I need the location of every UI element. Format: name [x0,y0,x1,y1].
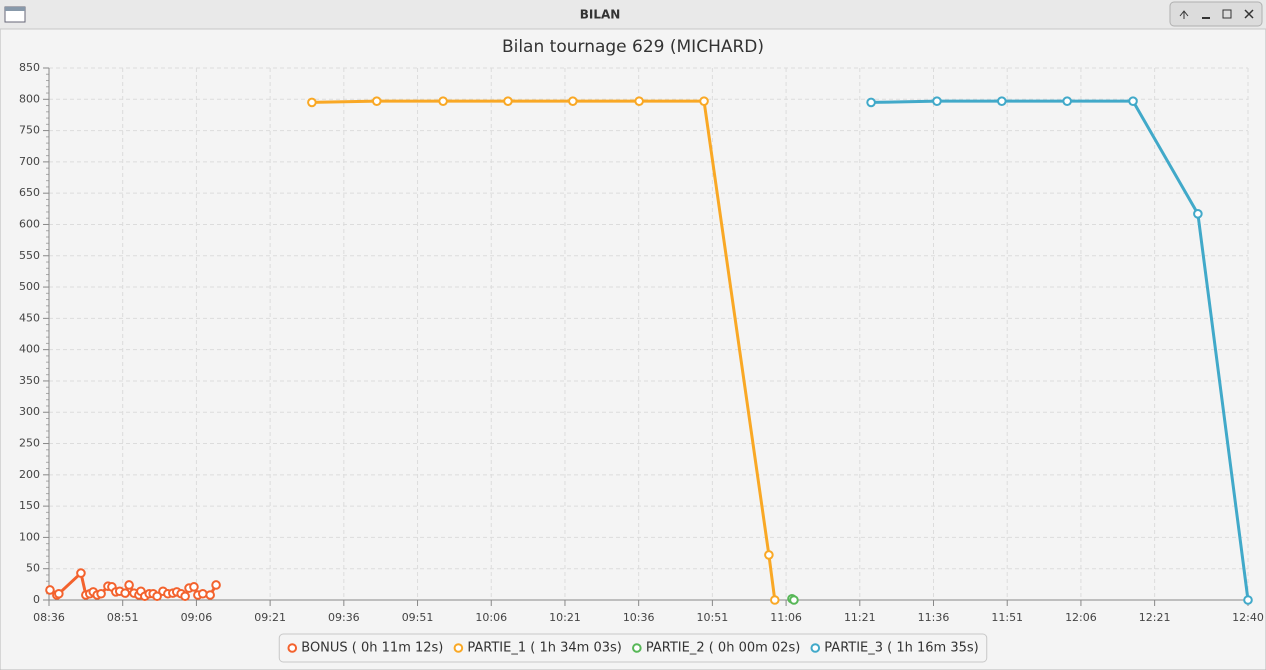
data-point [124,580,134,590]
x-tick-label: 09:51 [402,611,434,624]
legend-label: PARTIE_2 ( 0h 00m 02s) [646,641,800,656]
data-point [45,585,55,595]
y-tick-label: 600 [19,217,40,230]
window-title: BILAN [580,8,621,22]
data-point [789,595,799,605]
y-tick-label: 100 [19,530,40,543]
data-point [997,96,1007,106]
y-tick-label: 300 [19,405,40,418]
y-tick-label: 500 [19,280,40,293]
data-point [1193,209,1203,219]
data-point [205,590,215,600]
data-point [438,96,448,106]
x-tick-label: 09:36 [328,611,360,624]
chart-title: Bilan tournage 629 (MICHARD) [502,37,764,57]
y-tick-label: 850 [19,61,40,74]
legend-items: BONUS ( 0h 11m 12s) PARTIE_1 ( 1h 34m 03s… [287,641,979,656]
y-tick-label: 200 [19,468,40,481]
data-point [769,595,780,605]
x-tick-label: 11:51 [991,611,1023,624]
title-bar [0,0,1266,29]
data-point [211,580,221,590]
data-point [371,96,382,106]
data-point [180,591,190,602]
x-tick-label: 11:36 [918,611,950,624]
data-point [699,96,709,106]
window-icon-bar [5,7,25,11]
data-point [96,588,106,599]
legend-label: BONUS ( 0h 11m 12s) [301,641,443,656]
window-controls [1169,1,1263,27]
data-point [307,97,317,108]
data-point [54,588,64,599]
legend-label: PARTIE_3 ( 1h 16m 35s) [824,641,978,656]
x-tick-label: 10:06 [475,611,507,624]
button-up[interactable] [1179,10,1189,19]
data-point [198,588,208,599]
data-point [1062,96,1072,106]
y-tick-label: 400 [19,343,40,356]
data-point [764,550,774,560]
data-point [932,96,942,106]
x-tick-label: 10:21 [549,611,581,624]
x-tick-label: 09:21 [254,611,286,624]
y-tick-label: 150 [19,499,40,512]
x-tick-label: 09:06 [181,611,213,624]
legend-symbol [810,643,821,653]
x-tick-label: 12:40 [1232,611,1264,624]
legend-symbol [632,643,642,653]
legend-symbol [453,643,464,653]
y-tick-label: 750 [19,124,40,137]
x-tick-label: 10:36 [623,611,655,624]
x-tick-label: 08:51 [107,611,139,624]
y-tick-label: 450 [19,311,40,324]
button-maximize[interactable] [1222,9,1232,19]
data-point [568,96,578,106]
x-tick-label: 12:06 [1065,611,1097,624]
data-point [634,96,644,106]
y-tick-label: 550 [19,249,40,262]
x-tick-label: 10:51 [697,611,729,624]
x-tick-label: 11:21 [844,611,876,624]
y-tick-label: 350 [19,374,40,387]
data-point [152,591,162,602]
y-tick-label: 250 [19,437,40,450]
data-point [1128,96,1138,106]
data-point [866,97,876,108]
x-tick-label: 11:06 [770,611,802,624]
x-tick-label: 12:21 [1139,611,1171,624]
y-tick-label: 50 [26,562,40,575]
legend-symbol [287,643,298,653]
data-point [503,96,513,106]
y-tick-label: 650 [19,186,40,199]
data-point [76,568,86,578]
data-point [189,582,199,592]
y-tick-label: 0 [33,593,40,606]
y-tick-label: 800 [19,92,40,105]
x-tick-label: 08:36 [33,611,65,624]
data-point [1243,595,1253,605]
legend-label: PARTIE_1 ( 1h 34m 03s) [467,641,621,656]
y-tick-label: 700 [19,155,40,168]
button-close[interactable] [1244,9,1254,19]
data-point [120,588,130,598]
